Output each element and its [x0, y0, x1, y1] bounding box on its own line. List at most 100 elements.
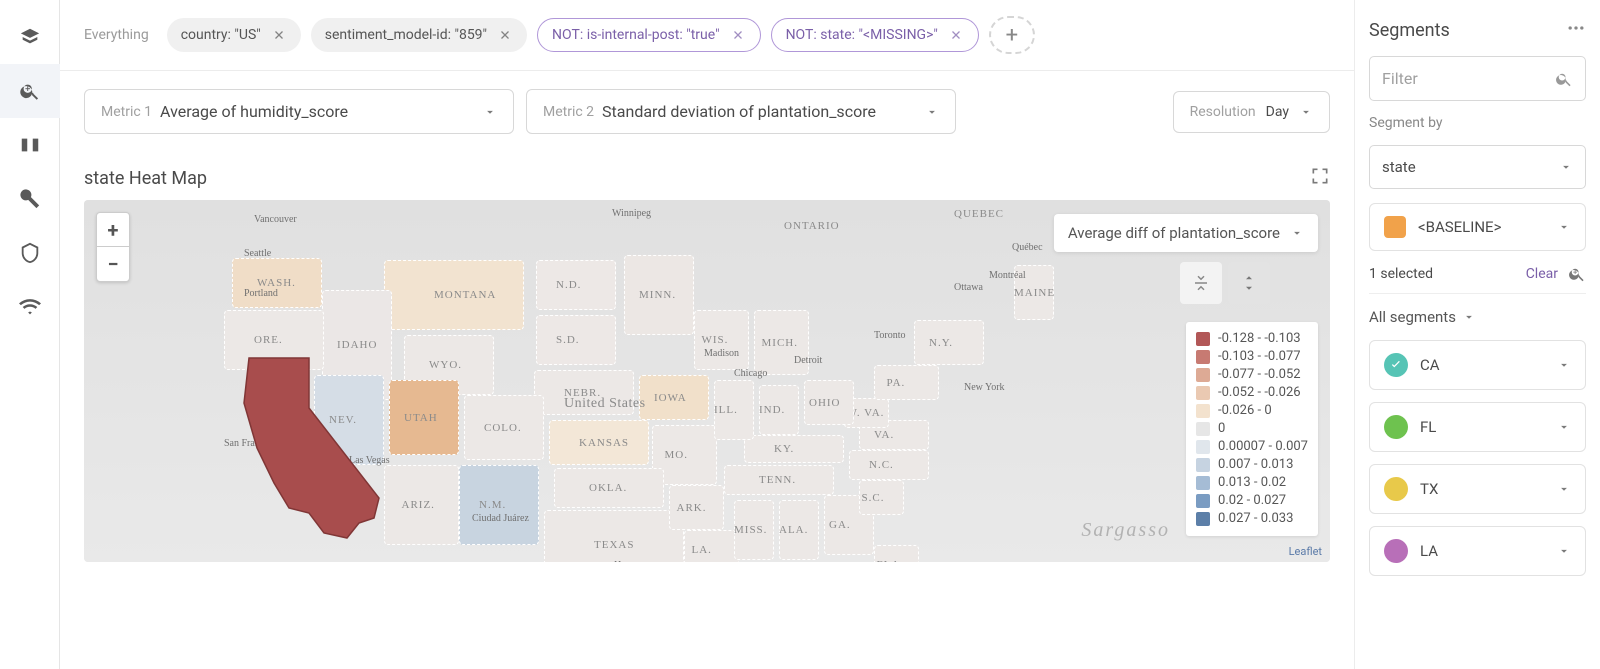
legend-label: -0.026 - 0 [1218, 402, 1272, 420]
filter-chip[interactable]: country: "US" [167, 18, 301, 52]
map-title: state Heat Map [84, 168, 207, 189]
legend-label: -0.077 - -0.052 [1218, 366, 1301, 384]
segments-menu-icon[interactable] [1566, 18, 1586, 42]
state-label: KY. [774, 443, 794, 455]
city-label: Ottawa [954, 282, 983, 293]
state-label: ALA. [779, 524, 808, 536]
segment-item[interactable]: TX [1369, 464, 1586, 514]
legend-label: 0.013 - 0.02 [1218, 474, 1286, 492]
state-label: MINN. [639, 289, 676, 301]
legend-swatch [1196, 386, 1210, 400]
zoom-out-button[interactable]: − [97, 247, 129, 281]
chevron-down-icon [1557, 420, 1571, 434]
metric-1-select[interactable]: Metric 1 Average of humidity_score [84, 89, 514, 134]
metric-1-label: Metric 1 [101, 104, 152, 120]
state-label: IOWA [654, 392, 687, 404]
region-label: ONTARIO [784, 220, 840, 232]
legend-row: 0.027 - 0.033 [1196, 510, 1308, 528]
map-metric-select[interactable]: Average diff of plantation_score [1054, 214, 1318, 252]
segment-item[interactable]: LA [1369, 526, 1586, 576]
state-label: N.Y. [929, 337, 953, 349]
filter-chip[interactable]: NOT: is-internal-post: "true" [537, 18, 761, 52]
city-label: Detroit [794, 355, 822, 366]
state-label: TEXAS [594, 539, 634, 551]
segment-by-value: state [1382, 158, 1416, 176]
state-label: MISS. [734, 524, 767, 536]
resolution-select[interactable]: Resolution Day [1173, 91, 1330, 133]
legend-swatch [1196, 422, 1210, 436]
country-label: United States [564, 396, 646, 412]
state-shape[interactable] [544, 510, 684, 562]
nav-compare-icon[interactable] [0, 118, 60, 172]
state-label: LA. [692, 544, 712, 556]
add-filter-button[interactable]: + [989, 16, 1035, 54]
nav-wrench-icon[interactable] [0, 172, 60, 226]
city-label: New York [964, 382, 1005, 393]
expand-icon[interactable] [1310, 166, 1330, 190]
nav-zoom-icon[interactable] [0, 64, 60, 118]
close-icon[interactable] [271, 27, 287, 43]
state-label: MAINE [1014, 287, 1055, 299]
nav-academy-icon[interactable] [0, 10, 60, 64]
legend-row: -0.128 - -0.103 [1196, 330, 1308, 348]
state-label: ORE. [254, 334, 283, 346]
legend-label: -0.052 - -0.026 [1218, 384, 1301, 402]
state-label: ARIZ. [402, 499, 435, 511]
segment-item[interactable]: CA [1369, 340, 1586, 390]
legend-label: 0.02 - 0.027 [1218, 492, 1286, 510]
filter-chip[interactable]: NOT: state: "<MISSING>" [771, 18, 979, 52]
legend-row: 0.02 - 0.027 [1196, 492, 1308, 510]
segment-item[interactable]: FL [1369, 402, 1586, 452]
legend-swatch [1196, 350, 1210, 364]
legend-swatch [1196, 494, 1210, 508]
city-label: Winnipeg [612, 208, 651, 219]
nav-wifi-icon[interactable] [0, 280, 60, 334]
segment-code: LA [1420, 542, 1545, 560]
map-expand-button[interactable] [1228, 262, 1270, 304]
legend-row: -0.103 - -0.077 [1196, 348, 1308, 366]
close-icon[interactable] [497, 27, 513, 43]
map-collapse-button[interactable] [1180, 262, 1222, 304]
nav-shield-icon[interactable] [0, 226, 60, 280]
metric-2-select[interactable]: Metric 2 Standard deviation of plantatio… [526, 89, 956, 134]
segments-filter-input[interactable]: Filter [1369, 56, 1586, 101]
heat-map[interactable]: WASH.MONTANAN.D.MINN.IDAHOORE.S.D.WYO.NE… [84, 200, 1330, 562]
legend-row: 0.013 - 0.02 [1196, 474, 1308, 492]
segment-color-dot [1384, 477, 1408, 501]
state-label: MONTANA [434, 289, 496, 301]
state-label: WIS. [702, 334, 729, 346]
state-label: IND. [759, 404, 785, 416]
clear-link[interactable]: Clear [1526, 266, 1558, 282]
chevron-down-icon [1559, 160, 1573, 174]
state-label: S.C. [862, 492, 885, 504]
city-label: Madison [704, 348, 739, 359]
close-icon[interactable] [730, 27, 746, 43]
all-segments-toggle[interactable]: All segments [1369, 308, 1586, 326]
segment-by-select[interactable]: state [1369, 145, 1586, 189]
city-label: Seattle [244, 248, 271, 259]
zoom-selected-icon[interactable] [1568, 265, 1586, 283]
filter-placeholder: Filter [1382, 69, 1418, 88]
legend-row: 0.00007 - 0.007 [1196, 438, 1308, 456]
state-label: PA. [887, 377, 906, 389]
legend-label: 0.007 - 0.013 [1218, 456, 1293, 474]
state-shape[interactable] [874, 365, 939, 400]
zoom-in-button[interactable]: + [97, 213, 129, 247]
baseline-swatch [1384, 216, 1406, 238]
legend-label: -0.103 - -0.077 [1218, 348, 1301, 366]
all-segments-label: All segments [1369, 308, 1456, 326]
segment-by-label: Segment by [1369, 115, 1586, 131]
state-label: N.M. [479, 499, 506, 511]
map-legend: -0.128 - -0.103-0.103 - -0.077-0.077 - -… [1186, 322, 1318, 536]
state-label: GA. [829, 519, 851, 531]
close-icon[interactable] [948, 27, 964, 43]
legend-swatch [1196, 512, 1210, 526]
legend-swatch [1196, 368, 1210, 382]
legend-swatch [1196, 458, 1210, 472]
left-nav [0, 0, 60, 669]
state-label: N.D. [556, 279, 581, 291]
filter-chip[interactable]: sentiment_model-id: "859" [311, 18, 527, 52]
baseline-label: <BASELINE> [1418, 218, 1545, 236]
legend-label: 0.00007 - 0.007 [1218, 438, 1308, 456]
baseline-segment[interactable]: <BASELINE> [1369, 203, 1586, 251]
